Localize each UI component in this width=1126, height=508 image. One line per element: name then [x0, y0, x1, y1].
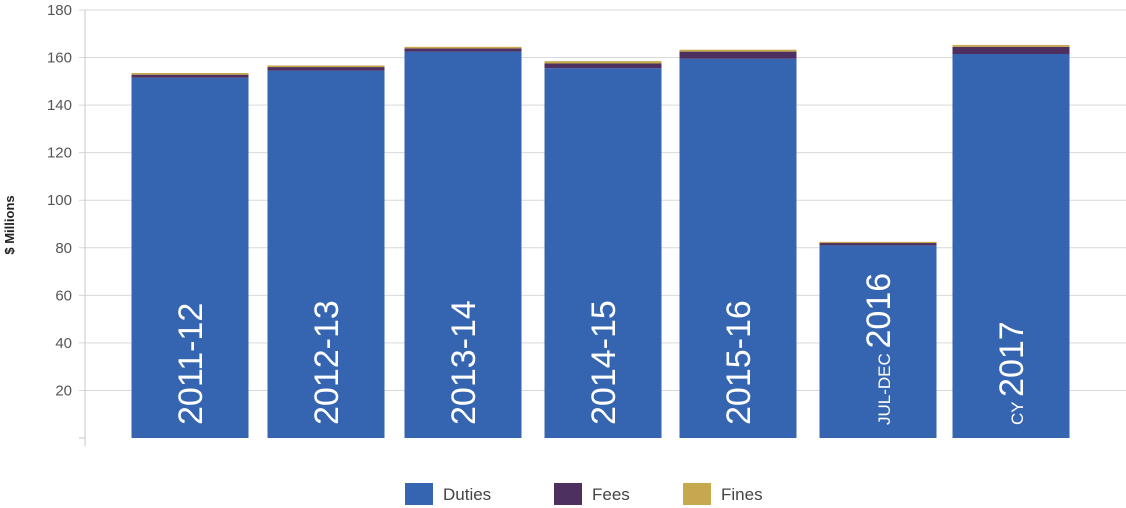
bar-segment-duties: [952, 53, 1070, 438]
bar-segment-duties: [819, 245, 937, 438]
category-labels: 2011-12 2012-13 2013-14 2014-15 2015-16 JUL-D…: [172, 273, 1031, 425]
category-main: 2012-13: [308, 300, 346, 425]
bar-segment-fees: [404, 48, 522, 52]
y-tick-label: 100: [47, 192, 72, 209]
y-tick-label: 20: [55, 382, 72, 399]
y-tick-label: 60: [55, 287, 72, 304]
category-label: 2013-14: [445, 300, 483, 425]
bar-segment-fines: [544, 61, 662, 64]
bar-segment-duties: [267, 70, 385, 438]
bar-segment-fines: [131, 73, 249, 75]
bar-segment-duties: [544, 68, 662, 438]
y-tick-label: 40: [55, 335, 72, 352]
bars: [131, 44, 1070, 439]
bar-segment-fees: [544, 63, 662, 69]
bar-segment-fees: [131, 74, 249, 78]
category-main: 2014-15: [585, 300, 623, 425]
category-label: 2015-16: [720, 300, 758, 425]
category-label: CY 2017: [993, 321, 1031, 425]
category-label: 2012-13: [308, 300, 346, 425]
legend-swatch: [405, 483, 433, 505]
category-prefix: JUL-DEC: [875, 348, 894, 425]
y-axis-label: $ Millions: [2, 195, 17, 254]
legend-label: Fees: [592, 485, 630, 504]
category-main: 2011-12: [172, 303, 210, 425]
legend-swatch: [683, 483, 711, 505]
bar-segment-fees: [679, 51, 797, 59]
bar-segment-fees: [267, 67, 385, 71]
category-main: 2013-14: [445, 300, 483, 425]
bar-segment-duties: [404, 51, 522, 438]
bar-segment-duties: [679, 58, 797, 438]
y-tick-label: 180: [47, 2, 72, 19]
y-tick-label: 120: [47, 145, 72, 162]
bar-segment-fines: [819, 241, 937, 244]
bar-segment-fines: [952, 44, 1070, 47]
category-label: 2014-15: [585, 300, 623, 425]
bar-segment-duties: [131, 77, 249, 439]
legend-item-fines: Fines: [683, 483, 763, 505]
category-main: 2017: [993, 321, 1031, 397]
legend: Duties Fees Fines: [405, 483, 763, 505]
y-tick-label: 160: [47, 50, 72, 67]
legend-label: Duties: [443, 485, 491, 504]
bar-segment-fees: [819, 243, 937, 246]
category-label: JUL-DEC 2016: [860, 273, 898, 425]
bar-segment-fines: [267, 65, 385, 68]
y-tick-label: 80: [55, 240, 72, 257]
bar-segment-fines: [679, 49, 797, 52]
bar-segment-fines: [404, 46, 522, 49]
legend-item-fees: Fees: [554, 483, 630, 505]
legend-swatch: [554, 483, 582, 505]
bar-segment-fees: [952, 46, 1070, 54]
category-prefix: CY: [1008, 397, 1027, 425]
legend-label: Fines: [721, 485, 763, 504]
legend-item-duties: Duties: [405, 483, 491, 505]
y-axis: 20 40 60 80 100 120 140 160 180: [47, 2, 86, 446]
category-main: 2015-16: [720, 300, 758, 425]
y-tick-label: 140: [47, 97, 72, 114]
category-main: 2016: [860, 273, 898, 349]
category-label: 2011-12: [172, 303, 210, 425]
